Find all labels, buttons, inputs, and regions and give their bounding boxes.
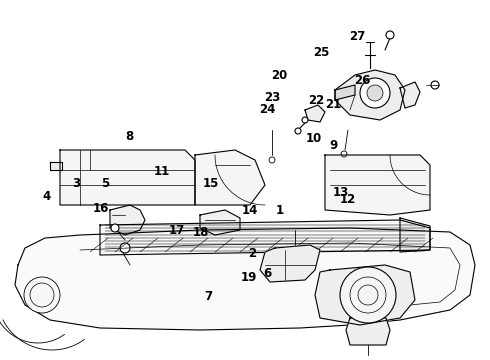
Text: 16: 16 <box>92 202 109 215</box>
Polygon shape <box>50 162 62 170</box>
Polygon shape <box>335 85 355 100</box>
Polygon shape <box>346 318 390 345</box>
Text: 19: 19 <box>240 271 257 284</box>
Polygon shape <box>335 70 405 120</box>
Circle shape <box>24 277 60 313</box>
Text: 11: 11 <box>153 165 170 177</box>
Text: 21: 21 <box>325 98 342 111</box>
Circle shape <box>111 224 119 232</box>
Text: 8: 8 <box>126 130 134 143</box>
Circle shape <box>120 243 130 253</box>
Text: 23: 23 <box>264 91 280 104</box>
Circle shape <box>367 85 383 101</box>
Text: 7: 7 <box>204 291 212 303</box>
Polygon shape <box>400 218 430 252</box>
Text: 18: 18 <box>193 226 209 239</box>
Polygon shape <box>60 150 195 205</box>
Text: 17: 17 <box>168 224 185 237</box>
Polygon shape <box>200 210 240 235</box>
Text: 9: 9 <box>329 139 337 152</box>
Circle shape <box>431 81 439 89</box>
Text: 12: 12 <box>340 193 356 206</box>
Text: 27: 27 <box>349 30 366 42</box>
Text: 20: 20 <box>271 69 288 82</box>
Circle shape <box>386 31 394 39</box>
Text: 10: 10 <box>305 132 322 145</box>
Polygon shape <box>15 228 475 330</box>
Polygon shape <box>305 105 325 122</box>
Polygon shape <box>325 155 430 215</box>
Text: 2: 2 <box>248 247 256 260</box>
Text: 22: 22 <box>308 94 324 107</box>
Circle shape <box>269 157 275 163</box>
Text: 3: 3 <box>72 177 80 190</box>
Text: 26: 26 <box>354 75 371 87</box>
Text: 6: 6 <box>263 267 271 280</box>
Polygon shape <box>195 150 265 205</box>
Text: 14: 14 <box>242 204 258 217</box>
Text: 15: 15 <box>202 177 219 190</box>
Circle shape <box>341 151 347 157</box>
Polygon shape <box>400 82 420 108</box>
Text: 4: 4 <box>43 190 50 203</box>
Polygon shape <box>100 220 430 255</box>
Circle shape <box>340 267 396 323</box>
Circle shape <box>302 117 308 123</box>
Text: 25: 25 <box>313 46 329 59</box>
Text: 1: 1 <box>275 204 283 217</box>
Polygon shape <box>260 245 320 282</box>
Text: 5: 5 <box>101 177 109 190</box>
Polygon shape <box>315 265 415 325</box>
Polygon shape <box>110 205 145 235</box>
Text: 24: 24 <box>259 103 275 116</box>
Text: 13: 13 <box>332 186 349 199</box>
Circle shape <box>360 78 390 108</box>
Circle shape <box>295 128 301 134</box>
